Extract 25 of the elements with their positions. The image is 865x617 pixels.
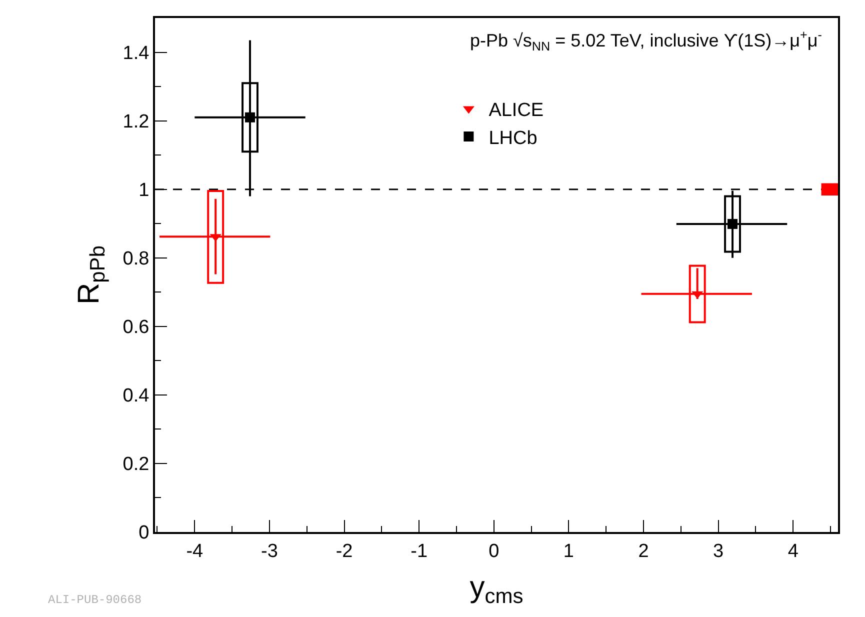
x-tick-label: 0 [488, 540, 500, 562]
point [245, 112, 256, 122]
x-axis-title: y$_{cms}$ [470, 570, 524, 608]
y-tick-label: 0.2 [122, 454, 150, 476]
legend-label: ALICE [488, 100, 544, 122]
x-tick-label: -2 [336, 540, 353, 562]
x-tick-label: 2 [638, 540, 649, 562]
bar [821, 183, 838, 196]
y-tick-label: 0.6 [122, 317, 150, 338]
y-tick-label: 1 [138, 180, 150, 201]
text: ALI-PUB-90668 [48, 593, 142, 607]
y-tick-label: 0 [138, 522, 150, 544]
y-tick-label: 1.2 [122, 111, 150, 132]
x-tick-label: 1 [563, 540, 574, 562]
x-tick-label: -3 [261, 540, 278, 562]
y-tick-label: 0.8 [122, 248, 150, 270]
y-tick-label: 1.4 [122, 42, 150, 64]
x-tick-label: -1 [410, 540, 428, 562]
legend-label: LHCb [488, 128, 538, 149]
x-tick-label: 4 [788, 540, 799, 562]
y-tick-label: 0.4 [122, 386, 150, 407]
annotation: p-Pb √s$_{NN}$ = 5.02 TeV, inclusive ϒ(1S)→μ$^{+}$μ$^{-}$ [470, 28, 822, 54]
x-tick-label: 3 [713, 540, 724, 562]
x-tick-label: -4 [186, 540, 204, 562]
point [728, 218, 738, 229]
